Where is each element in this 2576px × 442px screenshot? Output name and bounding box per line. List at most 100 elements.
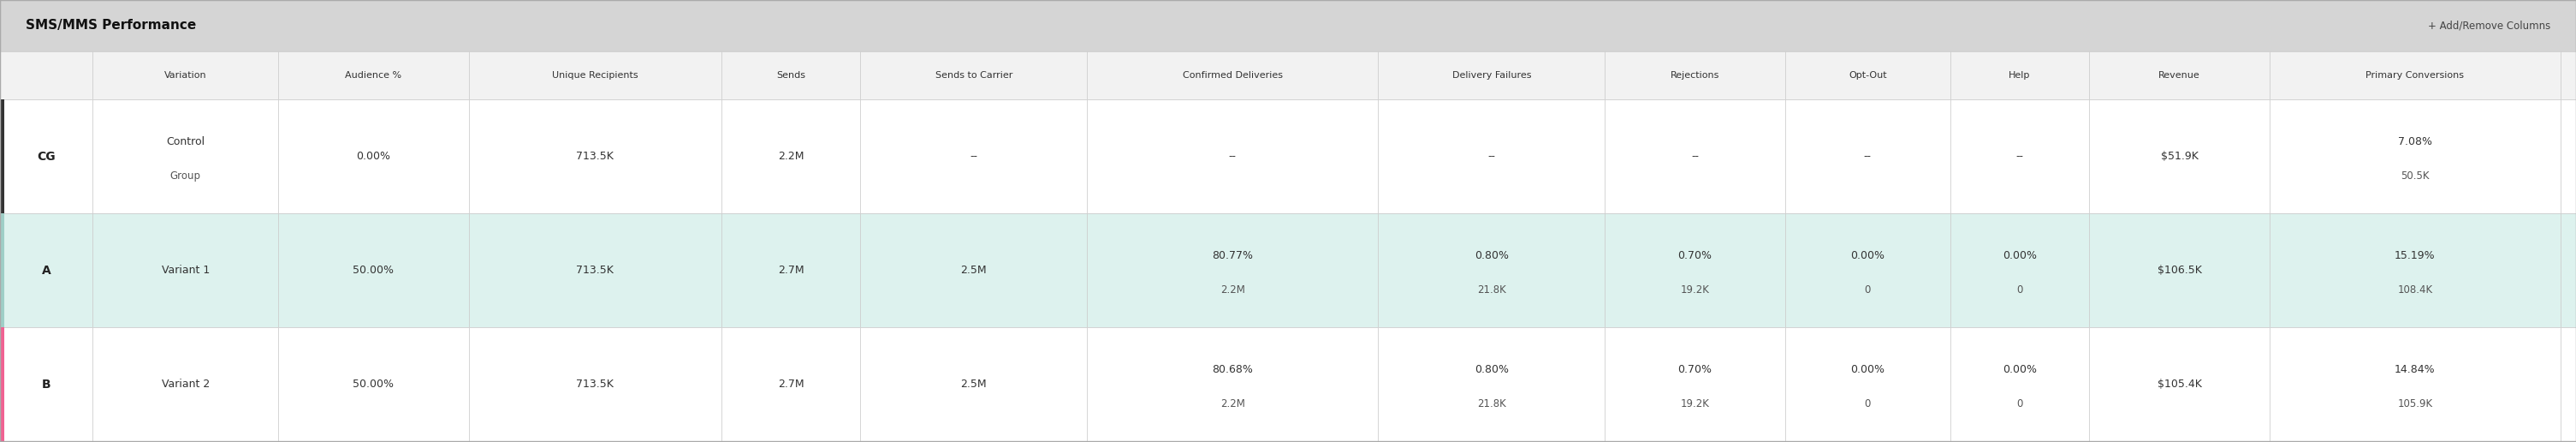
Text: 0: 0 xyxy=(2017,398,2022,409)
Text: Rejections: Rejections xyxy=(1669,71,1721,80)
Bar xyxy=(469,51,721,99)
Text: 0.00%: 0.00% xyxy=(2002,364,2038,375)
Text: 14.84%: 14.84% xyxy=(2396,364,2434,375)
Bar xyxy=(93,328,278,442)
Text: --: -- xyxy=(971,151,976,162)
Text: 713.5K: 713.5K xyxy=(577,151,613,162)
Text: Help: Help xyxy=(2009,71,2030,80)
Text: 19.2K: 19.2K xyxy=(1680,284,1710,295)
Bar xyxy=(278,99,469,213)
Bar xyxy=(1950,51,2089,99)
Bar xyxy=(1087,99,1378,213)
Text: Confirmed Deliveries: Confirmed Deliveries xyxy=(1182,71,1283,80)
Bar xyxy=(0,99,5,213)
Text: 713.5K: 713.5K xyxy=(577,265,613,276)
Bar xyxy=(0,0,2576,51)
Text: Unique Recipients: Unique Recipients xyxy=(551,71,639,80)
Text: Variant 1: Variant 1 xyxy=(162,265,209,276)
Text: 105.9K: 105.9K xyxy=(2398,398,2432,409)
Bar xyxy=(0,328,2576,442)
Text: 2.7M: 2.7M xyxy=(778,379,804,390)
Bar xyxy=(1378,213,1605,328)
Bar xyxy=(721,51,860,99)
Bar xyxy=(860,99,1087,213)
Text: $106.5K: $106.5K xyxy=(2156,265,2202,276)
Bar xyxy=(278,213,469,328)
Text: 0.80%: 0.80% xyxy=(1473,250,1510,261)
Text: 15.19%: 15.19% xyxy=(2396,250,2434,261)
Text: 21.8K: 21.8K xyxy=(1476,398,1507,409)
Text: Primary Conversions: Primary Conversions xyxy=(2365,71,2465,80)
Bar xyxy=(1785,213,1950,328)
Bar xyxy=(469,328,721,442)
Text: 713.5K: 713.5K xyxy=(577,379,613,390)
Bar xyxy=(0,51,93,99)
Bar xyxy=(0,213,93,328)
Bar xyxy=(1785,51,1950,99)
Bar xyxy=(1950,213,2089,328)
Text: Variant 2: Variant 2 xyxy=(162,379,209,390)
Text: 2.2M: 2.2M xyxy=(778,151,804,162)
Text: 80.77%: 80.77% xyxy=(1213,250,1252,261)
Bar xyxy=(2089,213,2269,328)
Text: 50.5K: 50.5K xyxy=(2401,170,2429,181)
Text: --: -- xyxy=(2017,151,2022,162)
Text: 80.68%: 80.68% xyxy=(1213,364,1252,375)
Text: 2.2M: 2.2M xyxy=(1221,398,1244,409)
Bar xyxy=(721,328,860,442)
Bar xyxy=(1785,328,1950,442)
Text: A: A xyxy=(41,264,52,277)
Bar xyxy=(1378,99,1605,213)
Text: $51.9K: $51.9K xyxy=(2161,151,2197,162)
Bar xyxy=(2561,213,2576,328)
Text: CG: CG xyxy=(36,150,57,163)
Text: --: -- xyxy=(1865,151,1870,162)
Text: Sends to Carrier: Sends to Carrier xyxy=(935,71,1012,80)
Text: 21.8K: 21.8K xyxy=(1476,284,1507,295)
Bar xyxy=(1087,328,1378,442)
Text: Opt-Out: Opt-Out xyxy=(1850,71,1886,80)
Text: Control: Control xyxy=(167,136,204,147)
Bar xyxy=(1087,213,1378,328)
Bar xyxy=(2561,328,2576,442)
Text: 0.70%: 0.70% xyxy=(1677,250,1713,261)
Text: $105.4K: $105.4K xyxy=(2156,379,2202,390)
Text: 0: 0 xyxy=(2017,284,2022,295)
Text: 0.80%: 0.80% xyxy=(1473,364,1510,375)
Text: 2.7M: 2.7M xyxy=(778,265,804,276)
Bar xyxy=(1378,328,1605,442)
Bar xyxy=(278,328,469,442)
Text: 2.5M: 2.5M xyxy=(961,379,987,390)
Bar xyxy=(1378,51,1605,99)
Text: SMS/MMS Performance: SMS/MMS Performance xyxy=(26,19,196,32)
Bar xyxy=(1785,99,1950,213)
Bar xyxy=(2089,328,2269,442)
Text: 2.5M: 2.5M xyxy=(961,265,987,276)
Text: 0.00%: 0.00% xyxy=(355,151,392,162)
Text: + Add/Remove Columns: + Add/Remove Columns xyxy=(2427,20,2550,31)
Text: 108.4K: 108.4K xyxy=(2398,284,2432,295)
Text: --: -- xyxy=(1692,151,1698,162)
Text: Sends: Sends xyxy=(775,71,806,80)
Bar xyxy=(860,213,1087,328)
Text: Delivery Failures: Delivery Failures xyxy=(1453,71,1530,80)
Bar xyxy=(93,51,278,99)
Bar xyxy=(93,213,278,328)
Bar xyxy=(1605,213,1785,328)
Bar xyxy=(2561,51,2576,99)
Text: 19.2K: 19.2K xyxy=(1680,398,1710,409)
Bar xyxy=(1605,51,1785,99)
Bar xyxy=(2269,328,2561,442)
Bar xyxy=(1087,51,1378,99)
Bar xyxy=(0,99,2576,213)
Bar xyxy=(860,328,1087,442)
Bar xyxy=(2561,99,2576,213)
Bar xyxy=(93,99,278,213)
Bar xyxy=(2089,51,2269,99)
Bar xyxy=(1605,99,1785,213)
Text: 7.08%: 7.08% xyxy=(2398,136,2432,147)
Text: Variation: Variation xyxy=(165,71,206,80)
Text: 50.00%: 50.00% xyxy=(353,379,394,390)
Text: --: -- xyxy=(1489,151,1494,162)
Text: --: -- xyxy=(1229,151,1236,162)
